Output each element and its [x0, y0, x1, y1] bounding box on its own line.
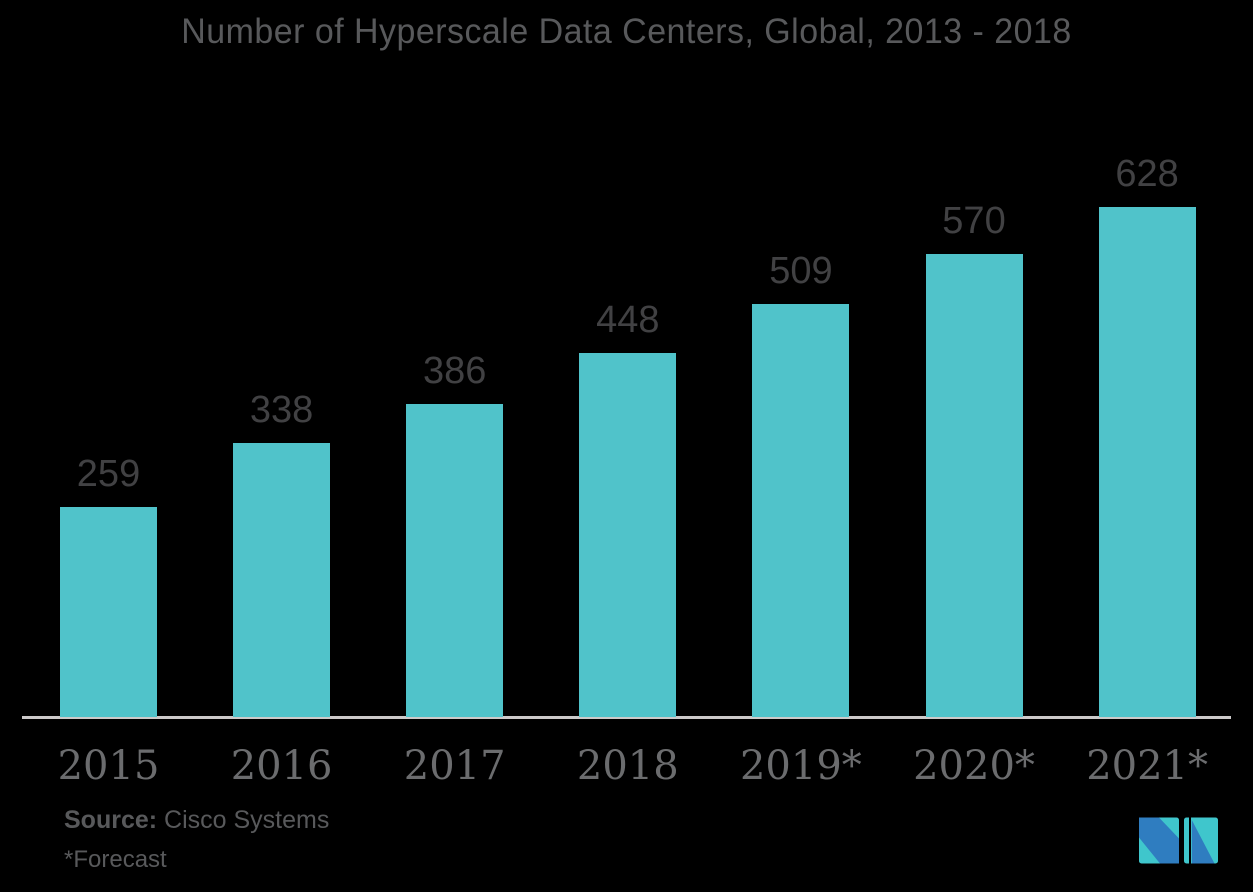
- bar-value-label: 338: [249, 389, 314, 431]
- source-label: Source:: [64, 806, 158, 834]
- x-axis-label: 2020*: [913, 743, 1035, 789]
- bar-2017: [406, 404, 504, 717]
- bar-2016: [233, 443, 331, 717]
- x-axis-line: [22, 716, 1231, 719]
- bar-value-label: 509: [769, 250, 833, 292]
- chart-footer: Source: Cisco Systems *Forecast: [64, 804, 329, 875]
- bar-2019*: [752, 304, 850, 717]
- x-axis-label: 2021*: [1086, 743, 1208, 789]
- x-axis-label: 2018: [576, 743, 679, 789]
- source-line: Source: Cisco Systems: [64, 804, 329, 837]
- source-value: Cisco Systems: [164, 806, 330, 834]
- mordor-intelligence-logo-mark: [1139, 817, 1218, 864]
- bar-value-label: 628: [1115, 153, 1179, 195]
- bar-2020*: [925, 254, 1023, 717]
- bar-2015: [60, 507, 157, 717]
- x-axis-label: 2017: [403, 743, 506, 789]
- forecast-note: *Forecast: [64, 845, 167, 873]
- bar-value-label: 570: [942, 200, 1006, 242]
- bar-value-label: 259: [76, 453, 141, 495]
- x-axis-label: 2016: [230, 743, 333, 789]
- bar-value-label: 448: [596, 299, 660, 341]
- x-axis-label: 2019*: [739, 743, 862, 789]
- chart-title: Number of Hyperscale Data Centers, Globa…: [181, 12, 1072, 51]
- bar-2021*: [1098, 207, 1196, 717]
- bar-2018: [579, 353, 677, 717]
- bar-value-label: 386: [422, 350, 487, 392]
- x-axis-label: 2015: [57, 743, 160, 789]
